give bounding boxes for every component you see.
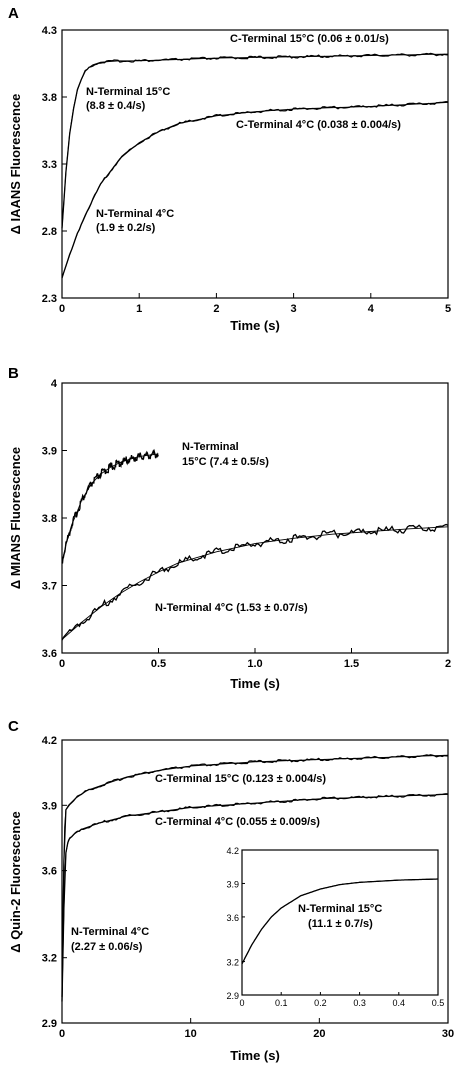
x-tick-label: 1.0 (247, 658, 262, 670)
series-trace (61, 523, 449, 641)
x-tick-label: 0 (59, 1028, 65, 1040)
x-axis-label: Time (s) (230, 1048, 280, 1063)
x-tick-label: 5 (445, 303, 451, 315)
annotation-n-terminal-4c-rate: (2.27 ± 0.06/s) (71, 941, 143, 953)
series-fit-line (61, 453, 159, 563)
annotation-n-terminal-15c: N-Terminal 15°C (86, 86, 170, 98)
y-tick-label: 3.3 (42, 159, 57, 171)
annotation-c-terminal-15c: C-Terminal 15°C (0.123 ± 0.004/s) (155, 773, 326, 785)
annotation-n-terminal-4c: N-Terminal 4°C (1.53 ± 0.07/s) (155, 602, 308, 614)
inset-plot-area (241, 878, 439, 965)
plot-area (61, 52, 449, 279)
series-fit-line (61, 53, 449, 229)
panel-letter: A (8, 5, 19, 22)
y-tick-label: 3.6 (42, 648, 57, 660)
annotation-n-terminal-15c: N-Terminal (182, 441, 239, 453)
axis-ticks: 0 1 2 3 4 5 2.3 2.8 3.3 3.8 4.3 (42, 25, 451, 315)
plot-frame (61, 29, 449, 299)
y-axis-label: Δ Quin-2 Fluorescence (8, 811, 23, 953)
x-tick-label: 0 (59, 658, 65, 670)
x-tick-label: 0.3 (353, 998, 366, 1008)
y-tick-label: 3.6 (226, 913, 239, 923)
annotation-c-terminal-4c: C-Terminal 4°C (0.055 ± 0.009/s) (155, 816, 320, 828)
panel-letter: C (8, 718, 19, 735)
annotation-n-terminal-4c: N-Terminal 4°C (96, 208, 174, 220)
panel-b: B 0 0.5 1.0 1.5 2 3.6 3.7 3.8 3.9 4 Time (s) Δ MI… (8, 365, 451, 691)
x-tick-label: 4 (368, 303, 375, 315)
series-trace (61, 52, 449, 229)
y-axis-label: Δ IAANS Fluorescence (8, 94, 23, 235)
series-0 (61, 754, 449, 997)
series-fit-line (61, 526, 449, 640)
y-tick-label: 3.7 (42, 581, 57, 593)
y-axis-label: Δ MIANS Fluorescence (8, 447, 23, 589)
series-0 (61, 448, 159, 564)
y-tick-label: 3.2 (226, 958, 239, 968)
x-tick-label: 10 (185, 1028, 197, 1040)
annotation-c-terminal-4c: C-Terminal 4°C (0.038 ± 0.004/s) (236, 119, 401, 131)
series-fit-line (61, 793, 449, 1002)
annotation-n-terminal-15c-rate: (8.8 ± 0.4/s) (86, 100, 146, 112)
x-axis-label: Time (s) (230, 318, 280, 333)
y-tick-label: 3.8 (42, 92, 57, 104)
y-tick-label: 3.9 (42, 446, 57, 458)
series-1 (61, 523, 449, 641)
y-tick-label: 3.8 (42, 513, 57, 525)
axis-ticks: 0 0.5 1.0 1.5 2 3.6 3.7 3.8 3.9 4 (42, 378, 451, 670)
inset-axis-ticks: 0 0.1 0.2 0.3 0.4 0.5 2.9 3.2 3.6 3.9 4.2 (226, 846, 444, 1008)
series-0 (241, 878, 439, 965)
series-0 (61, 52, 449, 229)
x-tick-label: 30 (442, 1028, 454, 1040)
x-tick-label: 2 (445, 658, 451, 670)
plot-frame (61, 739, 449, 1024)
x-tick-label: 0 (59, 303, 65, 315)
x-tick-label: 0.5 (432, 998, 445, 1008)
inset-annotation-n-terminal-15c-rate: (11.1 ± 0.7/s) (308, 918, 373, 930)
annotation-n-terminal-15c-rate: 15°C (7.4 ± 0.5/s) (182, 456, 269, 468)
series-fit-line (61, 101, 449, 279)
x-tick-label: 0 (239, 998, 244, 1008)
panel-a: A 0 1 2 3 4 5 2.3 2.8 3.3 3.8 4.3 Time (s) Δ IAANS… (8, 5, 451, 333)
y-tick-label: 4.2 (226, 846, 239, 856)
x-tick-label: 0.4 (393, 998, 406, 1008)
inset-plot: 0 0.1 0.2 0.3 0.4 0.5 2.9 3.2 3.6 3.9 4.2 N-Termin… (226, 846, 444, 1008)
y-tick-label: 4 (51, 378, 58, 390)
series-1 (61, 793, 449, 1002)
x-tick-label: 20 (313, 1028, 325, 1040)
y-tick-label: 2.8 (42, 226, 57, 238)
inset-frame (241, 849, 439, 996)
y-tick-label: 3.9 (42, 800, 57, 812)
series-1 (61, 101, 449, 279)
x-tick-label: 1.5 (344, 658, 359, 670)
y-tick-label: 3.6 (42, 866, 57, 878)
panel-letter: B (8, 365, 19, 382)
annotation-n-terminal-4c: N-Terminal 4°C (71, 926, 149, 938)
inset-annotation-n-terminal-15c: N-Terminal 15°C (298, 903, 382, 915)
x-tick-label: 1 (136, 303, 142, 315)
axis-ticks: 0 10 20 30 2.9 3.2 3.6 3.9 4.2 (42, 735, 454, 1040)
y-tick-label: 3.9 (226, 879, 239, 889)
x-tick-label: 0.1 (275, 998, 288, 1008)
y-tick-label: 4.3 (42, 25, 57, 37)
annotation-c-terminal-15c: C-Terminal 15°C (0.06 ± 0.01/s) (230, 33, 389, 45)
series-trace (61, 448, 159, 564)
x-tick-label: 3 (291, 303, 297, 315)
y-tick-label: 2.9 (42, 1018, 57, 1030)
plot-area (61, 754, 449, 1002)
y-tick-label: 2.3 (42, 293, 57, 305)
x-tick-label: 0.5 (151, 658, 166, 670)
x-tick-label: 2 (213, 303, 219, 315)
series-fit-line (241, 878, 439, 965)
series-fit-line (61, 754, 449, 997)
y-tick-label: 4.2 (42, 735, 57, 747)
annotation-n-terminal-4c-rate: (1.9 ± 0.2/s) (96, 222, 156, 234)
plot-area (61, 448, 449, 641)
y-tick-label: 2.9 (226, 991, 239, 1001)
series-trace (61, 754, 448, 997)
x-axis-label: Time (s) (230, 676, 280, 691)
x-tick-label: 0.2 (314, 998, 327, 1008)
y-tick-label: 3.2 (42, 953, 57, 965)
panel-c: C 0 10 20 30 2.9 3.2 3.6 3.9 4.2 Time (s) Δ Quin… (8, 718, 454, 1063)
